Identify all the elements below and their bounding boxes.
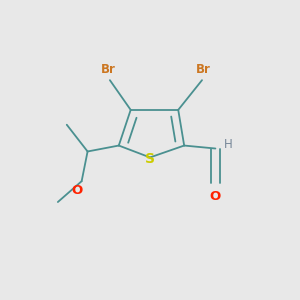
Text: Br: Br bbox=[196, 63, 211, 76]
Text: Br: Br bbox=[101, 63, 116, 76]
Text: O: O bbox=[72, 184, 83, 197]
Text: S: S bbox=[145, 152, 155, 166]
Text: H: H bbox=[224, 138, 233, 152]
Text: O: O bbox=[210, 190, 221, 203]
